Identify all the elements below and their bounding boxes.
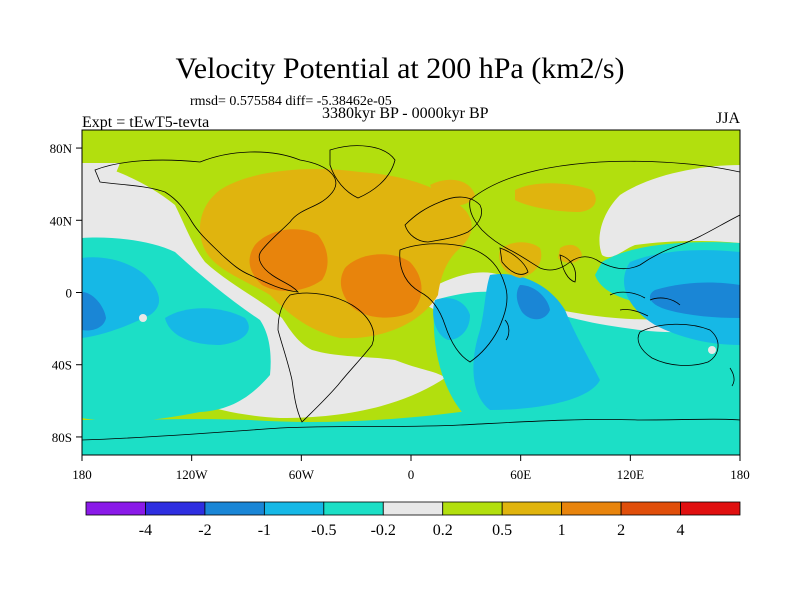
lon-tick-label: 180	[72, 467, 92, 482]
band-fill-neutral	[708, 346, 716, 354]
coastline-indonesia	[609, 291, 681, 317]
coastline-north-america	[94, 151, 337, 293]
colorbar-swatch	[263, 501, 325, 516]
lon-tick-label: 120E	[617, 467, 645, 482]
colorbar-label: 0.2	[433, 522, 453, 539]
lat-tick-label: 40S	[52, 358, 72, 373]
map-title: Velocity Potential at 200 hPa (km2/s)	[175, 52, 625, 85]
coastline-australia	[637, 323, 719, 366]
band-fill-neg0p5-neg0p2	[82, 390, 740, 455]
band-fill-neg1-neg0p5	[165, 308, 249, 345]
lon-tick-label: 120W	[176, 467, 209, 482]
axis-ticks: 180 120W 60W 0 60E 120E 180 80N 40N 0 40S 80S	[50, 141, 750, 482]
colorbar: -4 -2 -1 -0.5 -0.2 0.2 0.5 1 2 4	[85, 501, 741, 539]
contour-fill-layer	[82, 130, 740, 455]
colorbar-swatch	[561, 501, 622, 516]
period-label: 3380kyr BP - 0000kyr BP	[322, 105, 489, 122]
lon-tick-label: 60W	[289, 467, 315, 482]
lon-tick-label: 180	[730, 467, 750, 482]
band-fill-1-2	[340, 254, 422, 318]
band-fill-1-2	[249, 229, 328, 292]
lat-tick-label: 80S	[52, 430, 72, 445]
colorbar-swatch	[85, 501, 146, 516]
colorbar-label: 0.5	[492, 522, 512, 539]
lat-tick-label: 80N	[50, 141, 73, 156]
colorbar-label: -4	[139, 522, 152, 539]
band-fill-neg2-neg1	[82, 292, 106, 331]
colorbar-swatch	[620, 501, 681, 516]
band-fill-neg2-neg1	[516, 285, 550, 320]
band-fill-neg1-neg0p5	[473, 274, 600, 410]
colorbar-swatch	[204, 501, 265, 516]
band-fill-neg2-neg1	[649, 282, 740, 318]
colorbar-label: -2	[198, 522, 211, 539]
colorbar-label: -0.2	[371, 522, 396, 539]
band-fill-neutral	[82, 163, 120, 225]
coastline-south-america	[277, 292, 375, 423]
colorbar-swatch	[382, 501, 444, 516]
coastline-layer	[82, 145, 740, 441]
coastline-antarctica	[82, 418, 740, 441]
band-fill-0p5-1	[430, 179, 475, 207]
colorbar-label: 2	[617, 522, 625, 539]
experiment-label: Expt = tEwT5-tevta	[82, 114, 210, 131]
coastline-africa	[399, 243, 508, 363]
coastline-new-zealand	[729, 367, 735, 387]
colorbar-swatch	[145, 501, 206, 516]
coastline-india	[559, 254, 577, 283]
lon-tick-label: 0	[408, 467, 415, 482]
season-label: JJA	[715, 110, 740, 127]
colorbar-label: 1	[558, 522, 566, 539]
coastline-europe	[404, 196, 483, 243]
coastline-greenland	[329, 145, 396, 199]
lat-tick-label: 40N	[50, 213, 73, 228]
colorbar-label: -0.5	[311, 522, 336, 539]
colorbar-swatch	[442, 501, 503, 516]
colorbar-swatch	[323, 501, 384, 516]
colorbar-swatch	[680, 501, 741, 516]
colorbar-label: 4	[677, 522, 685, 539]
colorbar-label: -1	[258, 522, 271, 539]
coastline-asia	[469, 160, 740, 271]
lat-tick-label: 0	[66, 286, 73, 301]
band-fill-neutral	[139, 314, 147, 322]
coastline-arabia	[499, 247, 529, 275]
coastline-madagascar	[504, 319, 510, 341]
band-fill-neg1-neg0p5	[433, 298, 470, 340]
stats-label: rmsd= 0.575584 diff= -5.38462e-05	[190, 94, 392, 109]
lon-tick-label: 60E	[510, 467, 531, 482]
colorbar-swatch	[501, 501, 563, 516]
band-fill-0p5-1	[515, 183, 596, 212]
